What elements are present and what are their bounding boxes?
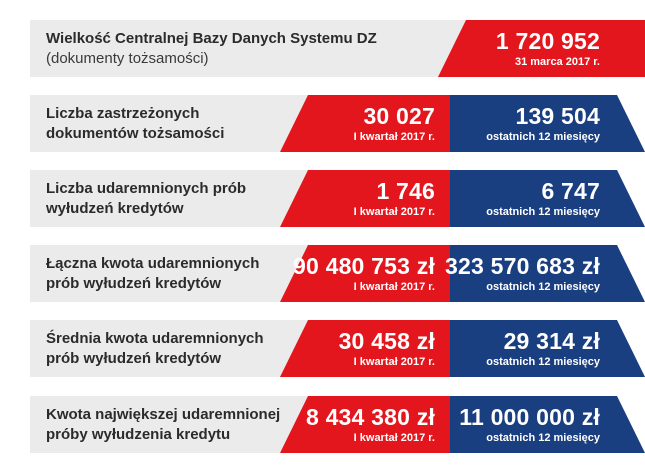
row-label: Wielkość Centralnej Bazy Danych Systemu … bbox=[46, 20, 377, 77]
red-panel bbox=[438, 20, 645, 77]
row-label: Średnia kwota udaremnionych prób wyłudze… bbox=[46, 320, 264, 377]
row-label-line1: Liczba zastrzeżonych bbox=[46, 104, 200, 122]
stat-row-reserved-documents: Liczba zastrzeżonych dokumentów tożsamoś… bbox=[30, 95, 645, 152]
blue-stat: 11 000 000 zł ostatnich 12 miesięcy bbox=[450, 396, 600, 453]
row-label-line2: wyłudzeń kredytów bbox=[46, 199, 184, 217]
blue-stat-value: 139 504 bbox=[515, 103, 600, 129]
row-label-line1: Kwota największej udaremnionej bbox=[46, 405, 281, 423]
blue-stat-value: 323 570 683 zł bbox=[445, 253, 600, 279]
blue-panel bbox=[450, 396, 645, 453]
blue-panel bbox=[450, 170, 645, 227]
red-stat: 8 434 380 zł I kwartał 2017 r. bbox=[295, 396, 435, 453]
blue-stat-value: 29 314 zł bbox=[503, 328, 600, 354]
blue-stat: 139 504 ostatnich 12 miesięcy bbox=[450, 95, 600, 152]
row-label-line1: Łączna kwota udaremnionych bbox=[46, 254, 260, 272]
row-label-line2: próby wyłudzenia kredytu bbox=[46, 425, 231, 443]
blue-panel bbox=[450, 95, 645, 152]
red-stat-value: 90 480 753 zł bbox=[293, 253, 435, 279]
red-stat-caption: I kwartał 2017 r. bbox=[353, 206, 435, 218]
red-stat-value: 30 458 zł bbox=[338, 328, 435, 354]
red-stat-value: 30 027 bbox=[363, 103, 435, 129]
blue-panel bbox=[450, 245, 645, 302]
red-stat-caption: 31 marca 2017 r. bbox=[514, 56, 600, 68]
row-label-title: Wielkość Centralnej Bazy Danych Systemu … bbox=[46, 29, 377, 47]
red-stat-caption: I kwartał 2017 r. bbox=[353, 432, 435, 444]
red-stat-caption: I kwartał 2017 r. bbox=[353, 131, 435, 143]
row-label-line2: prób wyłudzeń kredytów bbox=[46, 349, 222, 367]
red-stat: 30 458 zł I kwartał 2017 r. bbox=[300, 320, 435, 377]
row-label-subtitle: (dokumenty tożsamości) bbox=[46, 49, 209, 67]
red-stat-caption: I kwartał 2017 r. bbox=[353, 356, 435, 368]
stat-row-average-amount: Średnia kwota udaremnionych prób wyłudze… bbox=[30, 320, 645, 377]
blue-stat-value: 11 000 000 zł bbox=[459, 404, 600, 430]
row-label-line2: prób wyłudzeń kredytów bbox=[46, 274, 222, 292]
row-label: Kwota największej udaremnionej próby wył… bbox=[46, 396, 280, 453]
row-label-line1: Średnia kwota udaremnionych bbox=[46, 329, 264, 347]
red-stat-value: 1 720 952 bbox=[495, 28, 600, 54]
red-stat-value: 8 434 380 zł bbox=[305, 404, 435, 430]
red-stat: 30 027 I kwartał 2017 r. bbox=[300, 95, 435, 152]
blue-stat-value: 6 747 bbox=[541, 178, 600, 204]
stat-row-database-size: Wielkość Centralnej Bazy Danych Systemu … bbox=[30, 20, 645, 77]
red-stat: 1 746 I kwartał 2017 r. bbox=[300, 170, 435, 227]
red-stat: 90 480 753 zł I kwartał 2017 r. bbox=[290, 245, 435, 302]
blue-stat-caption: ostatnich 12 miesięcy bbox=[486, 281, 600, 293]
blue-stat: 323 570 683 zł ostatnich 12 miesięcy bbox=[445, 245, 600, 302]
blue-panel bbox=[450, 320, 645, 377]
row-label: Liczba udaremnionych prób wyłudzeń kredy… bbox=[46, 170, 246, 227]
blue-stat: 29 314 zł ostatnich 12 miesięcy bbox=[450, 320, 600, 377]
stat-row-total-amount: Łączna kwota udaremnionych prób wyłudzeń… bbox=[30, 245, 645, 302]
row-label: Liczba zastrzeżonych dokumentów tożsamoś… bbox=[46, 95, 224, 152]
blue-stat-caption: ostatnich 12 miesięcy bbox=[486, 432, 600, 444]
blue-stat-caption: ostatnich 12 miesięcy bbox=[486, 356, 600, 368]
row-label-line2: dokumentów tożsamości bbox=[46, 124, 225, 142]
red-stat-value: 1 746 bbox=[376, 178, 435, 204]
row-label: Łączna kwota udaremnionych prób wyłudzeń… bbox=[46, 245, 259, 302]
red-stat: 1 720 952 31 marca 2017 r. bbox=[460, 20, 600, 77]
blue-stat-caption: ostatnich 12 miesięcy bbox=[486, 131, 600, 143]
blue-stat: 6 747 ostatnich 12 miesięcy bbox=[450, 170, 600, 227]
stat-row-largest-amount: Kwota największej udaremnionej próby wył… bbox=[30, 396, 645, 453]
red-stat-caption: I kwartał 2017 r. bbox=[353, 281, 435, 293]
blue-stat-caption: ostatnich 12 miesięcy bbox=[486, 206, 600, 218]
stat-row-thwarted-attempts: Liczba udaremnionych prób wyłudzeń kredy… bbox=[30, 170, 645, 227]
row-label-line1: Liczba udaremnionych prób bbox=[46, 179, 247, 197]
